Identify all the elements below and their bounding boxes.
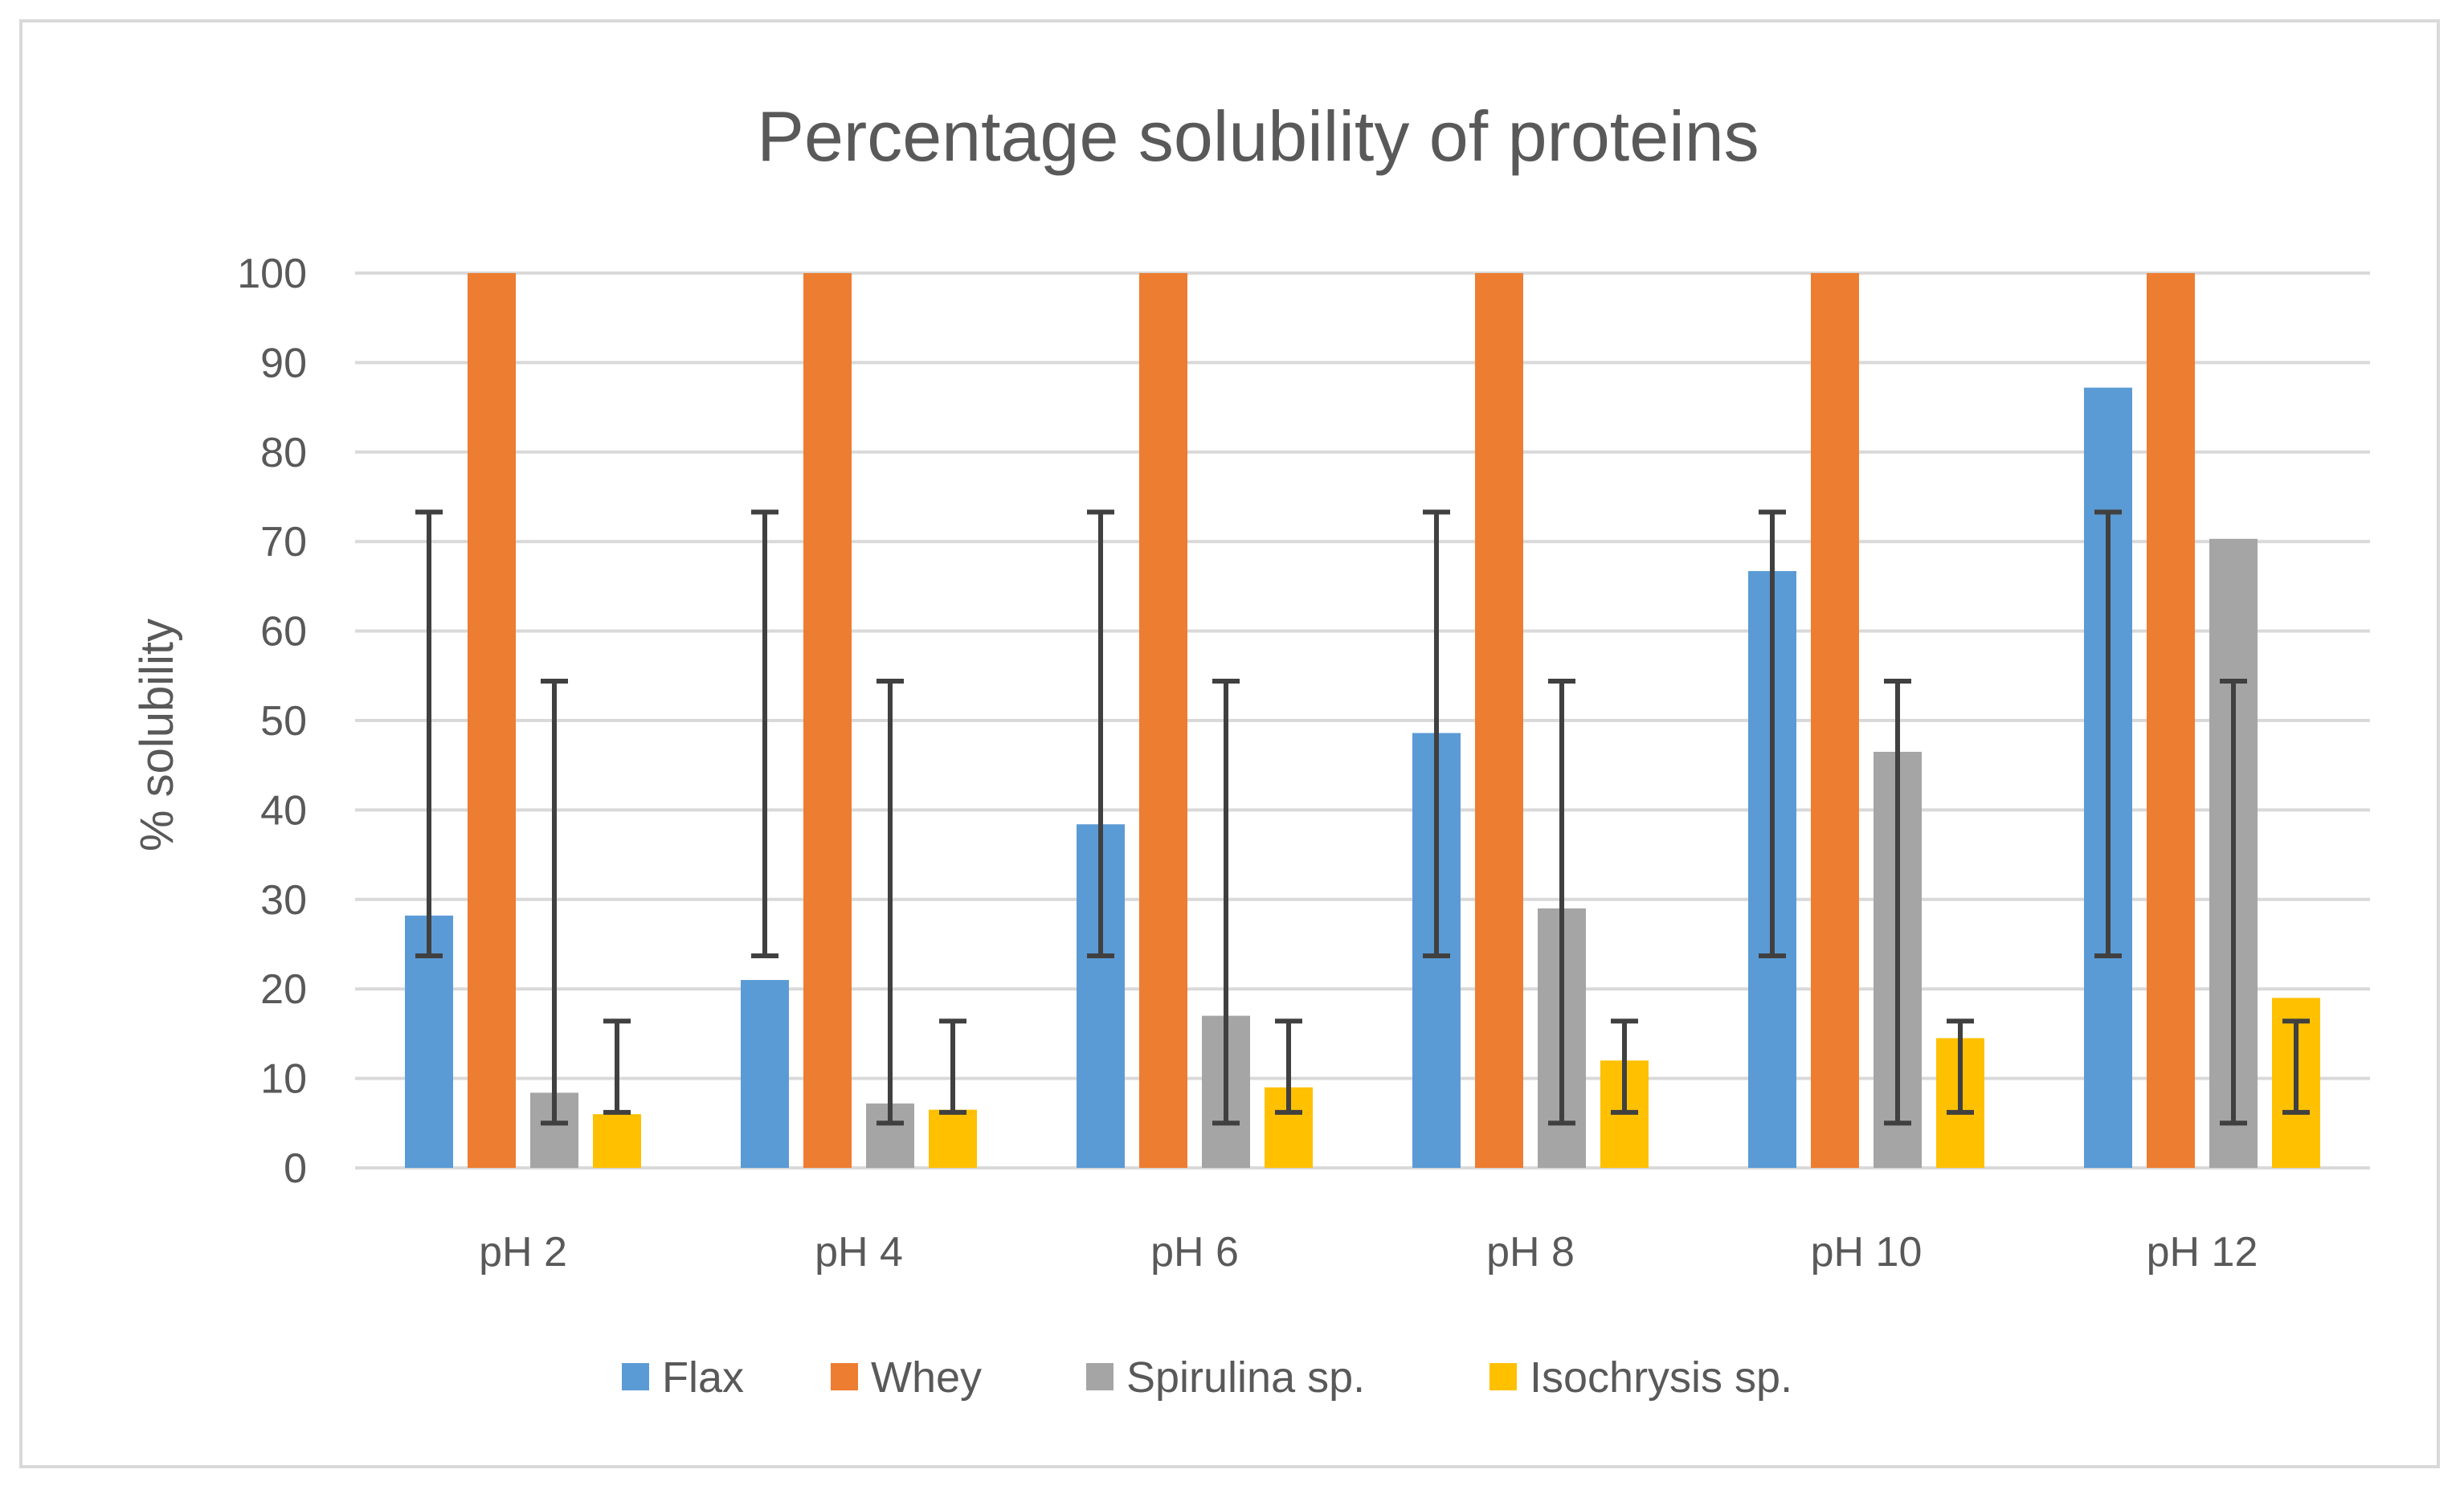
error-bar [2282, 1018, 2310, 1115]
error-bar [541, 678, 568, 1126]
x-tick-label: pH 8 [1486, 1229, 1575, 1276]
y-axis-ticks: 0 10 20 30 40 50 60 70 80 90 100 [237, 251, 307, 1192]
y-tick-label: 60 [260, 609, 307, 655]
legend-item: Whey [831, 1353, 982, 1402]
chart-frame [19, 19, 2440, 1468]
error-bar [1212, 678, 1240, 1126]
bar-whey [468, 273, 516, 1168]
error-bar [2220, 678, 2247, 1126]
x-tick-label: pH 2 [479, 1229, 567, 1276]
error-bars [415, 509, 2310, 1126]
legend-label: Whey [871, 1353, 982, 1402]
error-bar [603, 1018, 631, 1115]
legend-swatch [1086, 1363, 1113, 1390]
error-bar [1548, 678, 1575, 1126]
y-axis-label: % solubility [131, 618, 183, 851]
x-tick-label: pH 4 [815, 1229, 903, 1276]
error-bar [1423, 509, 1450, 958]
y-tick-label: 50 [260, 698, 307, 745]
x-tick-label: pH 6 [1150, 1229, 1239, 1276]
y-tick-label: 100 [237, 251, 307, 297]
chart-title: Percentage solubility of proteins [757, 96, 1759, 176]
error-bar [1087, 509, 1114, 958]
y-tick-label: 30 [260, 877, 307, 924]
y-tick-label: 70 [260, 519, 307, 565]
legend-item: Spirulina sp. [1086, 1353, 1365, 1402]
error-bar [415, 509, 443, 958]
y-tick-label: 40 [260, 787, 307, 834]
legend-item: Isochrysis sp. [1489, 1353, 1792, 1402]
bar-whey [1139, 273, 1187, 1168]
y-tick-label: 90 [260, 340, 307, 386]
error-bar [1611, 1018, 1638, 1115]
legend: Flax Whey Spirulina sp. Isochrysis sp. [622, 1353, 1792, 1402]
legend-swatch [831, 1363, 858, 1390]
bar-flax [741, 980, 789, 1168]
legend-item: Flax [622, 1353, 744, 1402]
legend-label: Flax [662, 1353, 744, 1402]
bar-whey [1811, 273, 1859, 1168]
error-bar [1275, 1018, 1302, 1115]
error-bar [876, 678, 904, 1126]
error-bar [939, 1018, 966, 1115]
x-axis-ticks: pH 2 pH 4 pH 6 pH 8 pH 10 pH 12 [479, 1229, 2258, 1276]
bar-whey [1475, 273, 1523, 1168]
bar-whey [803, 273, 852, 1168]
x-tick-label: pH 12 [2147, 1229, 2258, 1276]
legend-label: Isochrysis sp. [1530, 1353, 1792, 1402]
bar-isochrysis-sp [593, 1114, 641, 1168]
error-bar [1759, 509, 1786, 958]
y-tick-label: 10 [260, 1056, 307, 1103]
error-bar [2094, 509, 2122, 958]
error-bar [751, 509, 778, 958]
y-tick-label: 80 [260, 430, 307, 476]
x-tick-label: pH 10 [1811, 1229, 1923, 1276]
legend-label: Spirulina sp. [1126, 1353, 1365, 1402]
y-tick-label: 0 [284, 1145, 307, 1192]
gridlines [355, 271, 2370, 1169]
error-bar [1884, 678, 1911, 1126]
bar-whey [2147, 273, 2195, 1168]
y-tick-label: 20 [260, 966, 307, 1013]
error-bar [1947, 1018, 1974, 1115]
bar-isochrysis-sp [929, 1109, 977, 1168]
legend-swatch [1489, 1363, 1517, 1390]
legend-swatch [622, 1363, 649, 1390]
